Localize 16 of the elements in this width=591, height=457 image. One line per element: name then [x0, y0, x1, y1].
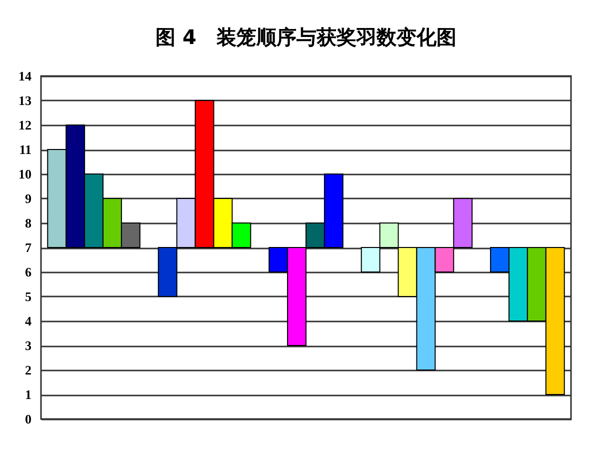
y-tick-label: 9	[25, 191, 32, 206]
y-tick-label: 0	[25, 412, 32, 426]
chart-title: 图 4 装笼顺序与获奖羽数变化图	[156, 25, 456, 49]
y-tick-label: 2	[25, 362, 32, 378]
y-tick-label: 4	[25, 314, 32, 328]
y-tick-label: 11	[19, 142, 32, 157]
y-tick-label: 3	[25, 338, 32, 353]
y-tick-label: 13	[18, 93, 32, 108]
y-tick-label: 14	[18, 68, 32, 84]
y-tick-label: 7	[25, 240, 32, 255]
y-tick-label: 5	[25, 289, 32, 304]
y-tick-label: 8	[25, 216, 32, 230]
y-tick-label: 6	[25, 264, 32, 280]
y-tick-label: 10	[18, 166, 32, 182]
y-tick-label: 1	[25, 387, 32, 402]
y-tick-label: 12	[18, 118, 32, 132]
